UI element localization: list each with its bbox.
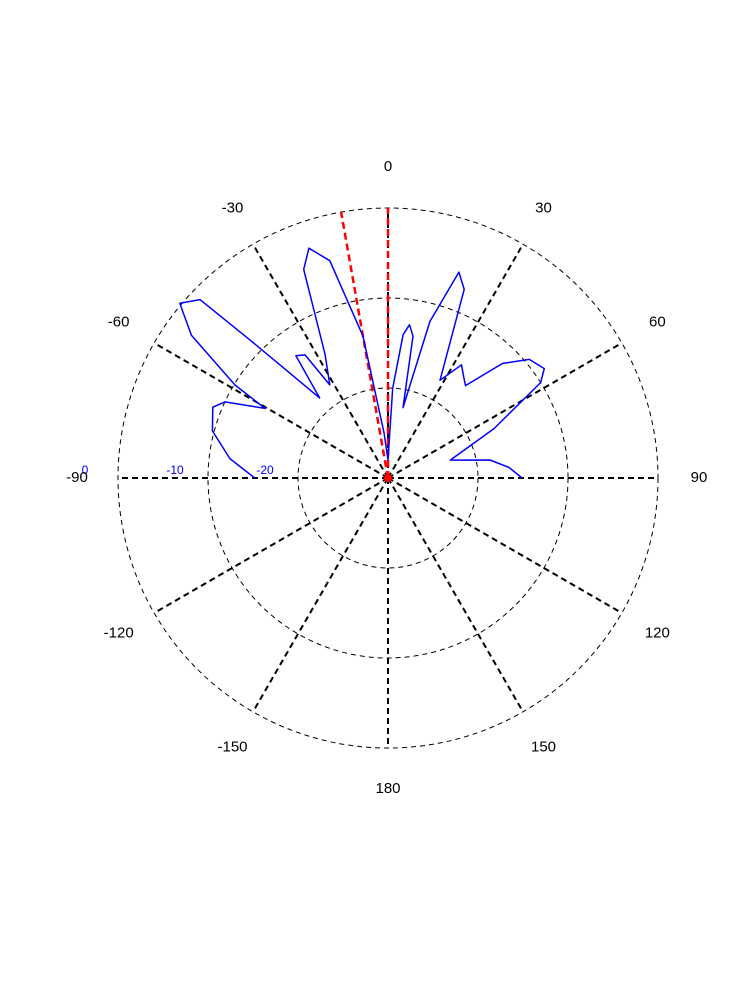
spoke	[387, 342, 623, 479]
angle-tick-label: 30	[535, 200, 552, 217]
angle-tick-label: -150	[217, 738, 247, 755]
angle-tick-label: 60	[649, 313, 666, 330]
angle-tick-label: 150	[531, 738, 556, 755]
pattern-line	[179, 247, 546, 479]
angle-tick-label: 180	[375, 780, 400, 797]
center	[384, 474, 392, 482]
spoke	[387, 243, 524, 479]
spoke	[153, 477, 389, 614]
spoke	[387, 477, 524, 713]
r-tick-label: 0	[82, 463, 89, 477]
angle-tick-label: -30	[222, 200, 244, 217]
angle-tick-label: -120	[104, 624, 134, 641]
r-tick-label: -20	[256, 463, 274, 477]
angle-tick-label: 0	[384, 158, 392, 175]
angle-tick-label: 120	[645, 624, 670, 641]
angle-tick-label: 90	[691, 469, 708, 486]
spoke	[252, 243, 389, 479]
r-tick-label: -10	[166, 463, 184, 477]
spoke	[252, 477, 389, 713]
spoke	[153, 342, 389, 479]
spoke	[387, 477, 623, 614]
angle-tick-label: -60	[108, 313, 130, 330]
angle-tick-label: -90	[66, 469, 88, 486]
